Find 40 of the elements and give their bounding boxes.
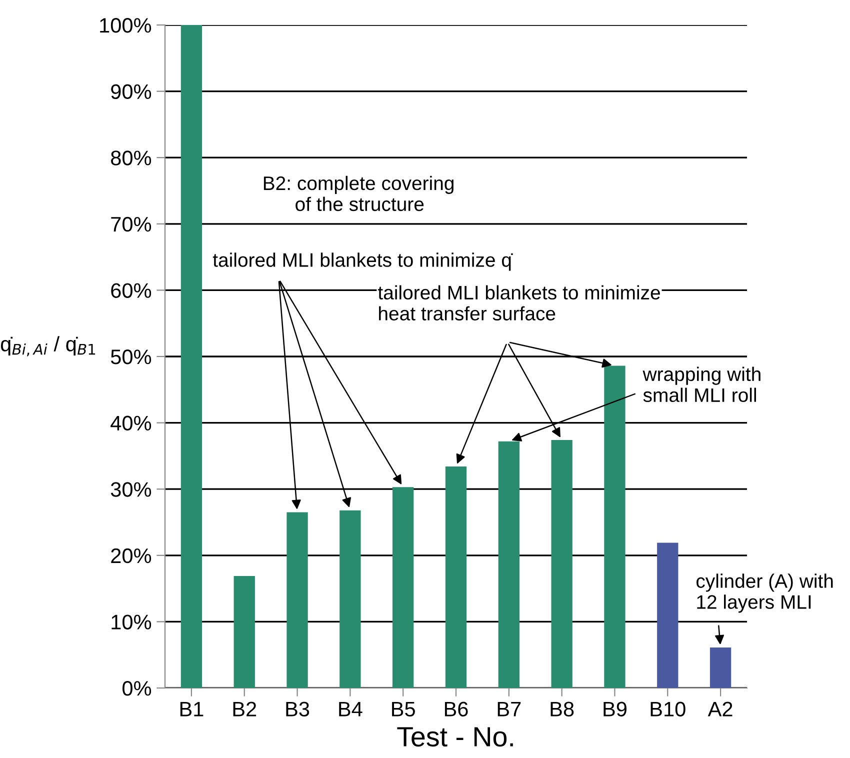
y-tick-label: 0% [122,681,152,696]
x-tick-label: B3 [286,702,310,716]
bar [710,648,732,688]
x-tick-label: B8 [550,702,574,716]
x-tick-label: B2 [233,702,256,716]
annotation: tailored MLI blankets to minimize q̇ [212,252,513,271]
x-tick-label: B10 [650,702,686,716]
x-axis-title: Test - No. [397,727,513,747]
bar [604,366,626,688]
x-tick-label: B9 [604,702,626,716]
y-tick-label: 60% [111,283,152,298]
annotation: tailored MLI blankets to minimize heat transfer surface [378,285,660,320]
annotation: B2: complete covering of the structure [264,176,454,212]
bar [392,487,414,688]
bar [234,576,255,688]
annotation: cylinder (A) with 12 layers MLI [696,574,833,613]
y-axis-title: q̇$_{Bi,Ai}$ / q̇$_{B1}$ [0,336,96,356]
x-tick-label: B5 [392,702,415,716]
bar [340,510,361,688]
bar [498,441,520,688]
x-tick-label: B1 [180,702,204,716]
bar [657,542,678,688]
bar [551,440,572,688]
x-tick-label: B6 [444,702,468,716]
y-tick-label: 80% [111,150,152,166]
y-tick-label: 40% [110,416,152,431]
annotation: wrapping with small MLI roll [642,366,760,402]
bar [445,466,467,688]
bar [180,25,202,688]
y-tick-label: 100% [100,18,152,33]
y-tick-label: 90% [111,84,152,100]
y-tick-label: 70% [111,216,152,232]
bar [286,512,308,688]
y-tick-label: 10% [112,614,152,630]
y-tick-label: 50% [110,350,152,364]
x-tick-label: A2 [708,702,732,716]
y-tick-label: 30% [110,482,152,497]
x-tick-label: B4 [339,702,362,716]
y-tick-label: 20% [111,548,152,564]
x-tick-label: B7 [498,702,521,716]
